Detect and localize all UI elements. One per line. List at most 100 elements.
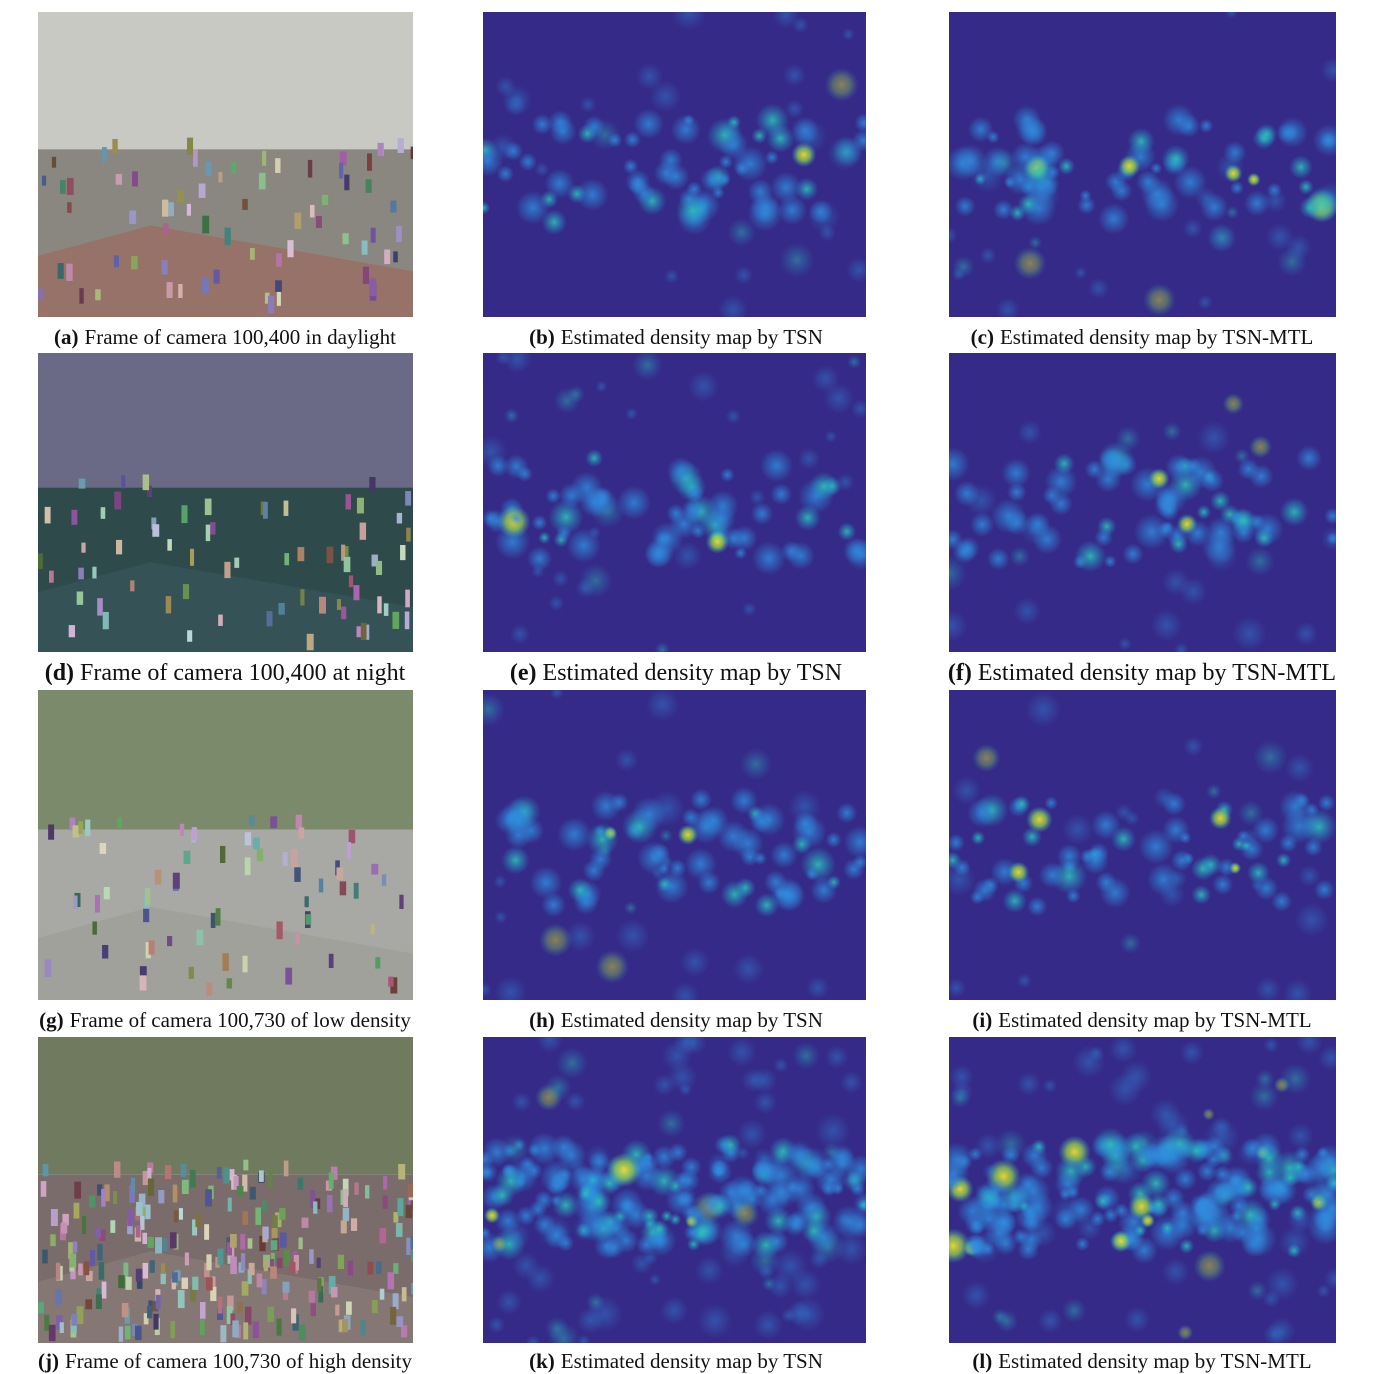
- person: [38, 288, 43, 300]
- density-blob: [586, 823, 619, 856]
- person: [378, 143, 384, 156]
- person: [49, 571, 54, 583]
- person: [259, 1170, 264, 1182]
- person: [77, 592, 83, 605]
- person: [140, 975, 147, 990]
- person: [283, 1282, 290, 1293]
- caption-text: Estimated density map by TSN: [561, 325, 823, 349]
- density-blob: [640, 1207, 659, 1226]
- person: [299, 827, 305, 838]
- person: [78, 821, 83, 833]
- person: [184, 851, 191, 864]
- person: [118, 817, 122, 828]
- person: [402, 1287, 407, 1301]
- density-blob: [1031, 1139, 1046, 1154]
- density-blob: [1066, 889, 1081, 904]
- person: [240, 1234, 245, 1250]
- density-blob: [1179, 832, 1191, 844]
- density-blob: [850, 1181, 866, 1197]
- person: [299, 1237, 303, 1249]
- density-blob: [1019, 118, 1048, 147]
- person: [101, 507, 106, 519]
- person: [155, 1237, 162, 1253]
- person: [372, 1300, 378, 1313]
- density-blob: [503, 1144, 517, 1158]
- density-blob: [1296, 445, 1322, 471]
- person: [400, 545, 405, 560]
- density-blob: [720, 468, 734, 482]
- figure: (a)Frame of camera 100,400 in daylight(b…: [0, 0, 1381, 1374]
- density-blob: [633, 182, 655, 204]
- person: [259, 173, 266, 190]
- person: [383, 1176, 387, 1189]
- person: [161, 1263, 165, 1274]
- density-blob: [1196, 1223, 1210, 1237]
- density-blob: [1013, 795, 1031, 813]
- person: [149, 940, 155, 954]
- person: [73, 896, 77, 909]
- density-blob: [1074, 540, 1106, 572]
- density-blob: [787, 542, 815, 570]
- person: [339, 163, 343, 179]
- person: [234, 558, 239, 568]
- person: [343, 1189, 348, 1207]
- person: [167, 539, 172, 551]
- density-blob: [1202, 1108, 1214, 1120]
- person: [104, 887, 110, 899]
- person: [92, 567, 96, 579]
- density-blob: [753, 1090, 777, 1114]
- person: [166, 596, 171, 613]
- density-blob: [836, 802, 857, 823]
- person: [113, 1191, 117, 1204]
- density-blob: [1120, 1060, 1152, 1092]
- person: [337, 599, 341, 610]
- caption-text: Frame of camera 100,400 in daylight: [85, 325, 396, 349]
- density-blob: [1098, 203, 1130, 235]
- person: [319, 597, 326, 614]
- density-blob: [1206, 784, 1222, 800]
- person: [147, 1168, 151, 1180]
- density-blob: [1120, 933, 1141, 954]
- person: [200, 1319, 205, 1335]
- density-blob: [1249, 435, 1272, 458]
- person: [250, 1187, 256, 1200]
- person: [67, 202, 71, 213]
- person: [211, 913, 216, 928]
- person: [371, 864, 378, 875]
- person: [263, 502, 268, 519]
- density-blob: [1230, 181, 1244, 195]
- density-blob: [827, 135, 863, 171]
- person: [249, 1263, 255, 1275]
- person: [202, 216, 209, 234]
- person: [276, 253, 282, 267]
- density-blob: [1232, 616, 1267, 651]
- person: [369, 477, 375, 492]
- density-blob: [488, 1316, 505, 1333]
- density-blob: [770, 483, 792, 505]
- density-blob: [798, 447, 820, 469]
- person: [341, 607, 346, 620]
- density-blob: [1095, 465, 1122, 492]
- density-map: [483, 690, 866, 1000]
- density-blob: [996, 1310, 1019, 1333]
- density-blob: [808, 200, 840, 232]
- person: [143, 1171, 148, 1185]
- density-blob: [525, 1162, 543, 1180]
- person: [43, 1164, 49, 1176]
- density-blob: [1017, 973, 1032, 988]
- person: [396, 1316, 403, 1327]
- person: [313, 1201, 317, 1213]
- person: [248, 1238, 253, 1248]
- density-blob: [579, 1207, 615, 1243]
- person: [311, 1303, 316, 1316]
- caption-label: (l): [972, 1349, 992, 1373]
- density-blob: [659, 829, 673, 843]
- person: [74, 1203, 80, 1219]
- person: [132, 171, 138, 186]
- caption-label: (g): [39, 1008, 64, 1032]
- caption-label: (d): [45, 660, 74, 686]
- person: [170, 1321, 175, 1338]
- person: [300, 589, 304, 605]
- density-blob: [624, 131, 641, 148]
- density-blob: [1122, 543, 1143, 564]
